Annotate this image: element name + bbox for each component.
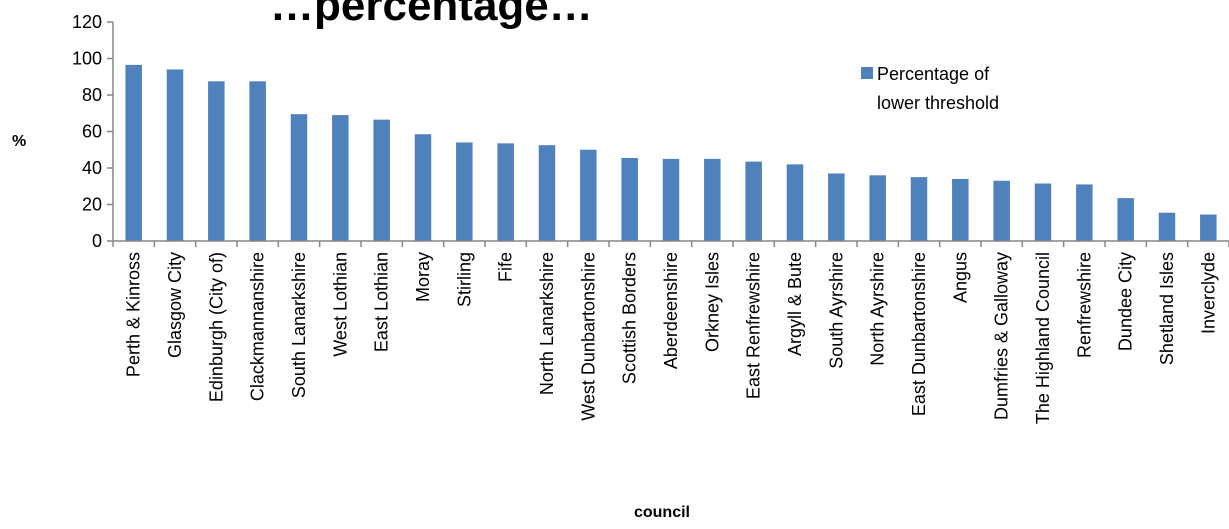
bars-group [125, 64, 1217, 241]
x-category-label: Clackmannanshire [248, 252, 268, 401]
x-category-label: Glasgow City [165, 252, 185, 358]
bar [332, 115, 349, 241]
bar [538, 145, 556, 241]
x-category-label: East Lothian [372, 252, 392, 352]
bar [580, 149, 597, 241]
legend-label: lower threshold [877, 93, 999, 113]
legend-label: Percentage of [877, 64, 990, 84]
x-category-label: Perth & Kinross [124, 252, 144, 377]
x-category-label: Moray [413, 252, 433, 302]
bar [414, 134, 432, 241]
y-tick-label: 40 [82, 158, 102, 178]
bar [249, 81, 266, 241]
y-tick-label: 100 [72, 49, 102, 69]
x-category-label: South Lanarkshire [289, 252, 309, 398]
x-category-label: Renfrewshire [1074, 252, 1094, 358]
bar [1158, 212, 1176, 241]
y-axis-ticks: 0 20 40 60 80 100 120 [72, 12, 113, 251]
y-axis-title: % [12, 133, 26, 150]
x-category-label: Angus [950, 252, 970, 303]
y-tick-label: 120 [72, 12, 102, 32]
y-tick-label: 80 [82, 85, 102, 105]
bar [497, 143, 514, 241]
y-tick-label: 0 [92, 231, 102, 251]
bar [786, 164, 804, 241]
x-category-label: North Lanarkshire [537, 252, 557, 395]
x-category-label: Orkney Isles [702, 252, 722, 352]
y-tick-label: 20 [82, 195, 102, 215]
x-category-label: Stirling [454, 252, 474, 307]
bar [1117, 198, 1134, 241]
bar [993, 180, 1010, 241]
x-category-label: Dumfries & Galloway [992, 252, 1012, 420]
legend: Percentage of lower threshold [861, 64, 999, 113]
bar [1200, 214, 1217, 241]
legend-swatch [861, 67, 873, 79]
x-category-label: West Lothian [330, 252, 350, 357]
y-tick-label: 60 [82, 122, 102, 142]
bar [910, 177, 928, 241]
x-category-label: Argyll & Bute [785, 252, 805, 356]
bar [745, 161, 762, 241]
bar [828, 173, 845, 241]
chart-title: …percentage… [270, 0, 593, 30]
x-axis-title: council [634, 504, 690, 521]
bar [456, 142, 473, 241]
x-axis-categories: Perth & Kinross Glasgow City Edinburgh (Ci… [112, 241, 1229, 424]
bar [208, 81, 225, 241]
x-category-label: East Renfrewshire [744, 252, 764, 399]
x-category-label: Dundee City [1116, 252, 1136, 351]
bar [662, 158, 680, 241]
x-category-label: East Dunbartonshire [909, 252, 929, 416]
bar [1034, 183, 1052, 241]
x-category-label: Shetland Isles [1157, 252, 1177, 365]
bar [290, 114, 308, 241]
x-category-label: Scottish Borders [620, 252, 640, 384]
bar [166, 69, 184, 241]
x-category-label: West Dunbartonshire [578, 252, 598, 421]
x-category-label: Edinburgh (City of) [206, 252, 226, 402]
x-category-label: North Ayrshire [868, 252, 888, 366]
x-category-label: The Highland Council [1033, 252, 1053, 424]
bar [621, 157, 638, 241]
x-category-label: Aberdeenshire [661, 252, 681, 369]
bar [1076, 184, 1093, 241]
bar [704, 158, 721, 241]
bar [373, 119, 390, 241]
bar [952, 178, 969, 241]
bar [869, 175, 886, 241]
bar [125, 64, 142, 241]
x-category-label: Inverclyde [1198, 252, 1218, 334]
x-category-label: South Ayrshire [826, 252, 846, 369]
x-category-label: Fife [496, 252, 516, 282]
